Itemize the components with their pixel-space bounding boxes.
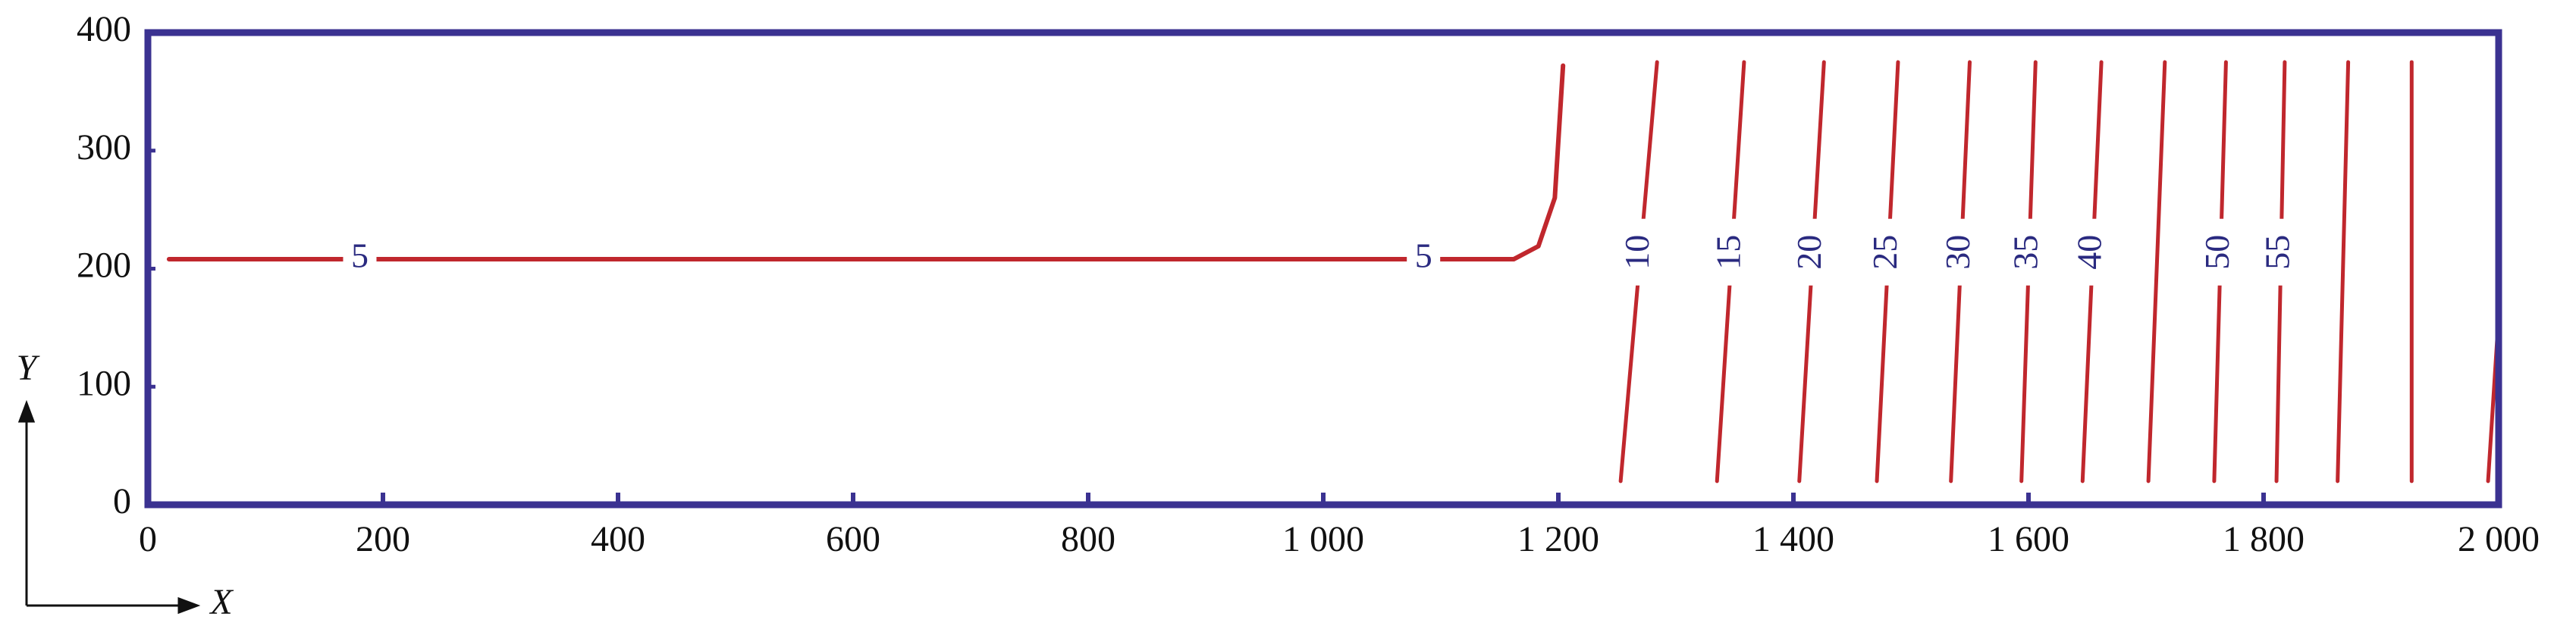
x-tick-label: 1 200 [1517, 519, 1599, 559]
y-tick-label: 200 [77, 246, 131, 286]
contour-label: 15 [1708, 235, 1747, 270]
contour-label: 40 [2069, 235, 2108, 270]
contour-label: 10 [1617, 235, 1656, 270]
contour-label: 50 [2198, 235, 2236, 270]
contour-lines [166, 60, 2501, 484]
contour-label: 5 [1415, 236, 1432, 275]
x-tick-label: 400 [591, 519, 645, 559]
contour-label: 35 [2006, 235, 2044, 270]
y-axis-label: Y [17, 348, 40, 388]
contour-label: 5 [351, 236, 369, 275]
contour-label: 20 [1790, 235, 1828, 270]
y-tick-label: 100 [77, 363, 131, 403]
label-background [2072, 218, 2113, 286]
label-background [2261, 218, 2301, 286]
label-background [1793, 218, 1833, 286]
axis-arrows [17, 399, 201, 615]
contour-line [2146, 60, 2167, 484]
x-tick-label: 2 000 [2458, 519, 2540, 559]
x-axis-label: X [209, 582, 234, 622]
y-tick-label: 300 [77, 127, 131, 167]
y-tick-label: 0 [113, 481, 131, 521]
label-background [2201, 218, 2241, 286]
contour-label: 30 [1938, 235, 1977, 270]
y-tick-label: 400 [77, 9, 131, 49]
x-tick-label: 1 400 [1752, 519, 1834, 559]
contour-label: 55 [2258, 235, 2297, 270]
x-tick-label: 1 000 [1282, 519, 1364, 559]
x-tick-label: 1 800 [2223, 519, 2305, 559]
label-background [2009, 218, 2049, 286]
x-tick-label: 1 600 [1988, 519, 2069, 559]
contour-label: 25 [1865, 235, 1904, 270]
contour-line [166, 63, 1566, 262]
x-tick-label: 0 [139, 519, 157, 559]
label-background [343, 239, 377, 280]
x-tick-label: 600 [826, 519, 880, 559]
x-tick-label: 200 [356, 519, 410, 559]
contour-labels: 5 5 10 15 20 25 30 35 40 50 55 [343, 218, 2301, 286]
label-background [1407, 239, 1441, 280]
plot-frame [144, 29, 2502, 509]
label-background [1868, 218, 1909, 286]
contour-line [2336, 60, 2351, 484]
label-background [1621, 218, 1661, 286]
x-tick-label: 800 [1061, 519, 1115, 559]
label-background [1941, 218, 1981, 286]
label-background [1712, 218, 1752, 286]
